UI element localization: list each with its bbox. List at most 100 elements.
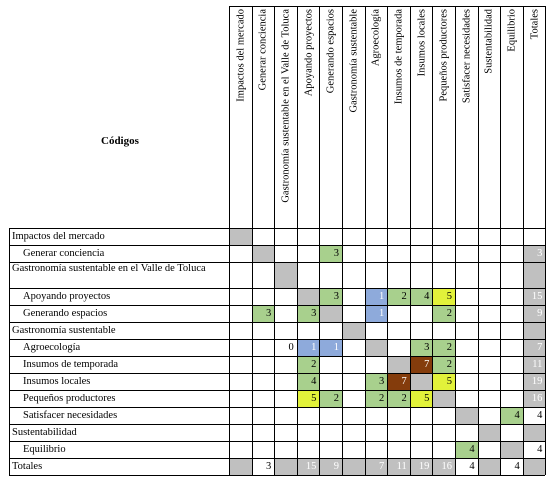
- column-header: Sustentabilidad: [477, 6, 501, 228]
- code-subrow-label: Insumos locales: [23, 375, 91, 387]
- code-subrow-label: Apoyando proyectos: [23, 290, 111, 302]
- matrix-cell: 1: [296, 339, 320, 356]
- matrix-cell: 1: [319, 339, 342, 356]
- matrix-cell: 4: [469, 461, 475, 472]
- column-header-label: Insumos locales: [416, 9, 428, 77]
- matrix-cell: 5: [432, 373, 455, 390]
- matrix-cell: 4: [409, 288, 433, 305]
- column-header: Gastronomía sustentable en el Valle de T…: [274, 6, 297, 228]
- grid-line: [9, 305, 546, 306]
- matrix-cell: 19: [409, 458, 433, 475]
- matrix-cell: 2: [432, 339, 455, 356]
- column-header: Gastronomía sustentable: [342, 6, 365, 228]
- grid-line: [229, 6, 546, 7]
- column-header-label: Generar conciencia: [257, 9, 269, 91]
- matrix-cell: 3: [409, 339, 433, 356]
- grid-line: [477, 6, 479, 475]
- matrix-cell: 2: [387, 390, 410, 407]
- column-header-label: Apoyando proyectos: [303, 9, 315, 97]
- matrix-cell: [455, 407, 478, 424]
- grid-line: [500, 6, 502, 475]
- matrix-cell: [229, 228, 252, 245]
- matrix-cell: 2: [319, 390, 342, 407]
- grid-line: [9, 441, 546, 442]
- matrix-cell: 3: [364, 373, 388, 390]
- matrix-cell: 3: [265, 461, 272, 472]
- matrix-cell: 3: [296, 305, 320, 322]
- matrix-cell: 4: [500, 407, 523, 424]
- matrix-cell: 3: [319, 245, 342, 262]
- column-header-label: Agroecología: [370, 9, 382, 67]
- grid-line: [251, 6, 253, 475]
- matrix-cell: 4: [514, 461, 520, 472]
- grid-line: [364, 6, 366, 475]
- column-header-label: Equilibrio: [506, 9, 518, 52]
- matrix-cell: [522, 424, 546, 441]
- matrix-cell: 4: [296, 373, 320, 390]
- column-header: Insumos locales: [409, 6, 433, 228]
- column-header: Generar conciencia: [251, 6, 275, 228]
- grid-line: [9, 356, 546, 357]
- matrix-cell: 0: [288, 342, 294, 353]
- grid-line: [9, 228, 546, 229]
- matrix-cell: [522, 262, 546, 288]
- column-header-label: Impactos del mercado: [235, 9, 247, 102]
- matrix-cell: 2: [387, 288, 410, 305]
- matrix-cell: 2: [296, 356, 320, 373]
- code-subrow-label: Generando espacios: [23, 307, 108, 319]
- matrix-cell: [409, 373, 433, 390]
- code-subrow-label: Satisfacer necesidades: [23, 409, 118, 421]
- code-subrow-label: Insumos de temporada: [23, 358, 119, 370]
- column-header-label: Gastronomía sustentable: [348, 9, 360, 113]
- matrix-cell: 1: [364, 288, 388, 305]
- grid-line: [9, 228, 10, 475]
- matrix-cell: [522, 322, 546, 339]
- code-group-label: Impactos del mercado: [12, 230, 105, 242]
- matrix-cell: 3: [522, 245, 546, 262]
- code-subrow-label: Agroecología: [23, 341, 81, 353]
- grid-line: [409, 6, 411, 475]
- column-header: Totales: [522, 6, 546, 228]
- grid-line: [9, 407, 546, 408]
- grid-line: [545, 6, 547, 475]
- matrix-cell: 7: [364, 458, 388, 475]
- matrix-cell: 2: [432, 356, 455, 373]
- column-header: Generando espacios: [319, 6, 342, 228]
- matrix-cell: [477, 424, 501, 441]
- grid-line: [9, 475, 546, 476]
- matrix-cell: 4: [537, 444, 543, 455]
- matrix-cell: 3: [319, 288, 342, 305]
- grid-line: [455, 6, 456, 475]
- matrix-cell: 7: [522, 339, 546, 356]
- matrix-cell: 2: [364, 390, 388, 407]
- code-subrow-label: Generar conciencia: [23, 247, 105, 259]
- matrix-cell: [251, 245, 275, 262]
- code-group-label: Gastronomía sustentable en el Valle de T…: [12, 263, 206, 274]
- column-header-label: Sustentabilidad: [483, 9, 495, 74]
- grid-line: [229, 6, 230, 475]
- grid-line: [9, 245, 546, 246]
- matrix-cell: 5: [432, 288, 455, 305]
- grid-line: [9, 458, 546, 459]
- code-subrow-label: Pequeños productores: [23, 392, 116, 404]
- grid-line: [296, 6, 298, 475]
- matrix-cell: 3: [251, 305, 275, 322]
- matrix-cell: [274, 458, 297, 475]
- matrix-cell: 19: [522, 373, 546, 390]
- matrix-cell: [477, 458, 501, 475]
- matrix-cell: 11: [387, 458, 410, 475]
- grid-line: [9, 390, 546, 391]
- matrix-cell: [522, 458, 546, 475]
- matrix-cell: 1: [364, 305, 388, 322]
- matrix-cell: 15: [522, 288, 546, 305]
- column-header: Satisfacer necesidades: [455, 6, 478, 228]
- matrix-cell: [387, 356, 410, 373]
- column-header: Pequeños productores: [432, 6, 455, 228]
- grid-line: [9, 288, 546, 289]
- matrix-cell: [342, 458, 365, 475]
- column-header-label: Gastronomía sustentable en el Valle de T…: [280, 9, 292, 203]
- matrix-cell: 9: [522, 305, 546, 322]
- matrix-cell: [364, 339, 388, 356]
- grid-line: [9, 424, 546, 425]
